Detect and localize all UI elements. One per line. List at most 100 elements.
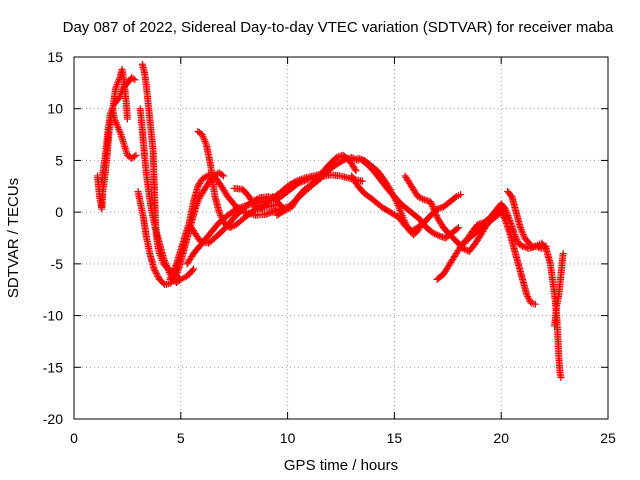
data-point (297, 175, 305, 183)
data-point (505, 215, 513, 223)
data-point (427, 198, 435, 206)
data-point (393, 198, 401, 206)
data-point (169, 269, 177, 277)
data-point (170, 266, 178, 274)
data-point (111, 117, 119, 125)
data-point (414, 227, 422, 235)
data-point (557, 374, 565, 382)
data-point (414, 193, 422, 201)
data-point (457, 191, 465, 199)
data-point (393, 200, 401, 208)
data-point (172, 261, 180, 269)
data-point (417, 194, 425, 202)
data-point (161, 258, 169, 266)
data-point (398, 210, 406, 218)
data-point (434, 231, 442, 239)
data-point (154, 272, 162, 280)
data-point (389, 192, 397, 200)
data-point (167, 274, 175, 282)
data-point (399, 213, 407, 221)
data-point (427, 199, 435, 207)
data-point (428, 201, 436, 209)
data-point (129, 75, 137, 83)
data-point (116, 93, 124, 101)
data-point (160, 255, 168, 263)
data-point (524, 293, 532, 301)
data-point (390, 193, 398, 201)
y-tick-label: 5 (55, 152, 63, 168)
data-point (559, 250, 567, 258)
data-point (389, 190, 397, 198)
y-tick-label: -20 (43, 411, 63, 427)
x-tick-label: 5 (177, 430, 185, 446)
data-point (385, 184, 393, 192)
data-point (432, 230, 440, 238)
data-point (232, 205, 240, 213)
data-point (229, 222, 237, 230)
data-point (163, 262, 171, 270)
y-tick-label: 15 (47, 49, 63, 65)
data-point (198, 131, 206, 139)
data-point (237, 203, 245, 211)
data-point (415, 193, 423, 201)
data-point (112, 84, 120, 92)
data-point (177, 275, 185, 283)
data-point (415, 225, 423, 233)
data-point (115, 94, 123, 102)
y-axis-label: SDTVAR / TECUs (5, 178, 22, 298)
data-point (175, 276, 183, 284)
data-point (517, 241, 525, 249)
data-point (525, 296, 533, 304)
data-point (171, 263, 179, 271)
data-point (190, 265, 198, 273)
data-point (454, 224, 462, 232)
data-point (430, 230, 438, 238)
data-point (429, 229, 437, 237)
data-point (292, 177, 300, 185)
data-point (163, 263, 171, 271)
data-point (502, 207, 510, 215)
data-point (199, 132, 207, 140)
data-point (519, 231, 527, 239)
x-tick-label: 10 (280, 430, 296, 446)
data-point (162, 260, 170, 268)
data-point (152, 269, 160, 277)
data-point (112, 82, 120, 90)
data-point (169, 268, 177, 276)
data-point (430, 206, 438, 214)
data-point (152, 268, 160, 276)
data-point (351, 165, 359, 173)
data-point (131, 152, 139, 160)
data-point (239, 203, 247, 211)
data-point (151, 267, 159, 275)
data-point (386, 185, 394, 193)
data-point (113, 120, 121, 128)
x-axis-label: GPS time / hours (284, 457, 398, 474)
data-point (299, 175, 307, 183)
data-point (531, 300, 539, 308)
data-point (123, 115, 131, 123)
data-point (523, 291, 531, 299)
x-tick-label: 0 (70, 430, 78, 446)
data-point (132, 151, 140, 159)
data-point (431, 209, 439, 217)
data-point (418, 218, 426, 226)
data-point (231, 206, 239, 214)
x-tick-label: 25 (600, 430, 616, 446)
data-point (398, 212, 406, 220)
data-point (503, 208, 511, 216)
data-point (202, 139, 210, 147)
data-point (395, 203, 403, 211)
data-point (189, 266, 197, 274)
data-point (400, 215, 408, 223)
data-point (432, 212, 440, 220)
data-point (165, 267, 173, 275)
data-point (294, 176, 302, 184)
data-point (113, 122, 121, 130)
data-point (391, 195, 399, 203)
data-point (517, 225, 525, 233)
x-tick-label: 15 (387, 430, 403, 446)
data-point (114, 79, 122, 87)
data-point (115, 125, 123, 133)
